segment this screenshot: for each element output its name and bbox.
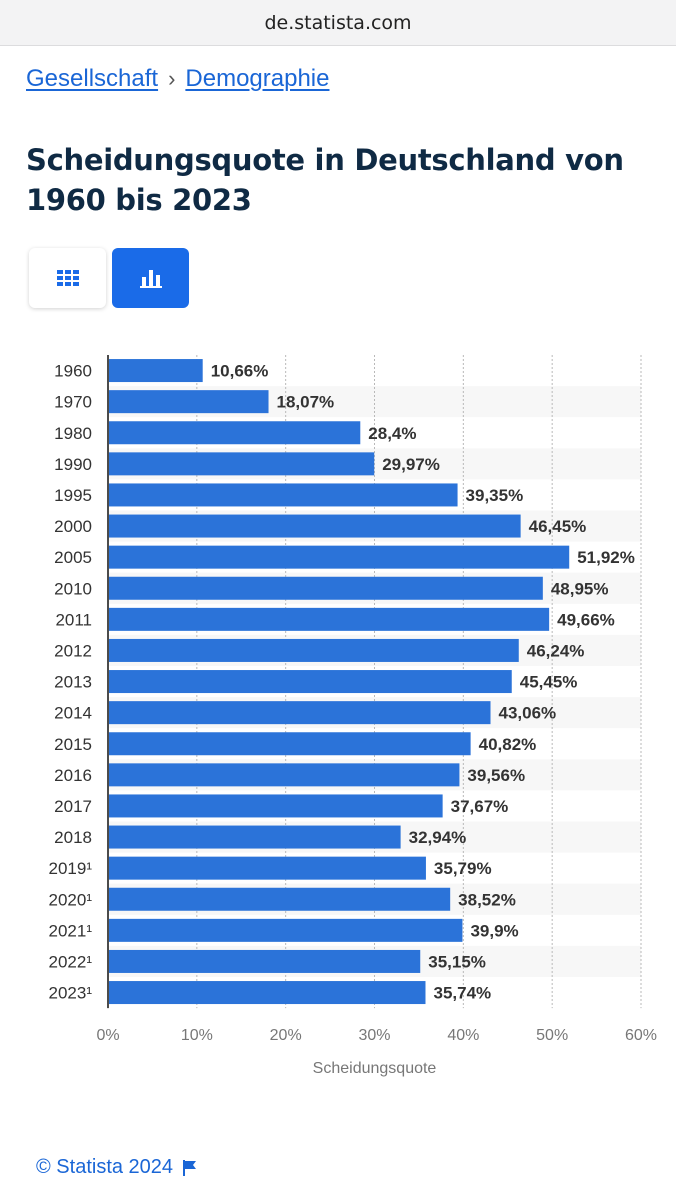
- breadcrumb-link-gesellschaft[interactable]: Gesellschaft: [26, 65, 159, 92]
- page-title: Scheidungsquote in Deutschland von 1960 …: [26, 143, 624, 217]
- tick-label: 10%: [181, 1027, 213, 1044]
- browser-url-bar[interactable]: de.statista.com: [0, 0, 676, 46]
- bar: [109, 483, 458, 507]
- copyright-link[interactable]: © Statista 2024: [36, 1156, 174, 1178]
- breadcrumb: Gesellschaft › Demographie: [26, 62, 329, 96]
- chart-svg: 10,66% 1960 18,07% 1970 28,4% 1980 29,97% 1990 3…: [49, 355, 657, 1077]
- bar: [109, 359, 203, 383]
- bar: [109, 732, 471, 756]
- bar: [109, 514, 521, 538]
- category-label: 1990: [54, 455, 92, 474]
- data-label: 48,95%: [551, 579, 609, 598]
- category-label: 2017: [54, 797, 92, 816]
- tick-label: 20%: [270, 1027, 302, 1044]
- category-label: 1980: [54, 424, 92, 443]
- category-label: 1960: [54, 362, 92, 381]
- bar: [109, 918, 463, 942]
- category-label: 2019¹: [49, 859, 93, 878]
- bar: [109, 452, 375, 476]
- category-label: 2016: [54, 766, 92, 785]
- data-label: 40,82%: [479, 735, 537, 754]
- chart-view-button[interactable]: [112, 248, 189, 308]
- category-label: 2005: [54, 548, 92, 567]
- data-label: 39,56%: [467, 766, 525, 785]
- data-label: 35,74%: [433, 984, 491, 1003]
- bar-chart: 10,66% 1960 18,07% 1970 28,4% 1980 29,97% 1990 3…: [0, 340, 676, 1090]
- bar: [109, 421, 361, 445]
- category-label: 2010: [54, 579, 92, 598]
- category-label: 2014: [54, 704, 92, 723]
- tick-label: 0%: [96, 1027, 119, 1044]
- breadcrumb-link-demographie[interactable]: Demographie: [185, 65, 330, 92]
- data-label: 35,15%: [428, 952, 486, 971]
- category-label: 2022¹: [49, 952, 93, 971]
- bar: [109, 794, 443, 818]
- data-label: 37,67%: [451, 797, 509, 816]
- category-label: 2013: [54, 673, 92, 692]
- data-label: 49,66%: [557, 610, 615, 629]
- data-label: 28,4%: [368, 424, 416, 443]
- bar: [109, 887, 451, 911]
- bar: [109, 763, 460, 787]
- data-label: 39,9%: [470, 921, 518, 940]
- data-label: 39,35%: [466, 486, 524, 505]
- x-axis-title: Scheidungsquote: [313, 1060, 437, 1077]
- tick-label: 60%: [625, 1027, 657, 1044]
- bar: [109, 856, 426, 880]
- bar: [109, 949, 421, 973]
- category-label: 2000: [54, 517, 92, 536]
- category-label: 2012: [54, 641, 92, 660]
- category-label: 2018: [54, 828, 92, 847]
- data-label: 46,24%: [527, 641, 585, 660]
- category-label: 2011: [55, 610, 92, 629]
- data-label: 32,94%: [409, 828, 467, 847]
- category-label: 2020¹: [49, 890, 93, 909]
- bar: [109, 670, 512, 694]
- bar: [109, 576, 543, 600]
- data-label: 45,45%: [520, 673, 578, 692]
- bar: [109, 701, 491, 725]
- flag-icon[interactable]: [183, 1159, 197, 1176]
- data-label: 51,92%: [577, 548, 635, 567]
- data-label: 10,66%: [211, 362, 269, 381]
- bar: [109, 825, 401, 849]
- data-label: 18,07%: [277, 393, 335, 412]
- category-label: 2023¹: [49, 984, 93, 1003]
- grid-icon: [56, 270, 79, 286]
- bar: [109, 638, 519, 662]
- category-label: 1970: [54, 393, 92, 412]
- bar: [109, 390, 269, 414]
- data-label: 43,06%: [499, 704, 557, 723]
- bar: [109, 981, 426, 1005]
- breadcrumb-separator: ›: [168, 66, 176, 91]
- category-label: 2021¹: [49, 921, 93, 940]
- data-label: 46,45%: [529, 517, 587, 536]
- tick-label: 40%: [447, 1027, 479, 1044]
- category-label: 2015: [54, 735, 92, 754]
- data-label: 35,79%: [434, 859, 492, 878]
- data-label: 38,52%: [458, 890, 516, 909]
- footer: © Statista 2024: [36, 1156, 197, 1179]
- tick-label: 30%: [358, 1027, 390, 1044]
- bar: [109, 545, 570, 569]
- bar: [109, 607, 550, 631]
- tick-label: 50%: [536, 1027, 568, 1044]
- data-label: 29,97%: [382, 455, 440, 474]
- url-text: de.statista.com: [264, 11, 412, 34]
- bar-chart-icon: [139, 270, 162, 288]
- table-view-button[interactable]: [29, 248, 106, 308]
- category-label: 1995: [54, 486, 92, 505]
